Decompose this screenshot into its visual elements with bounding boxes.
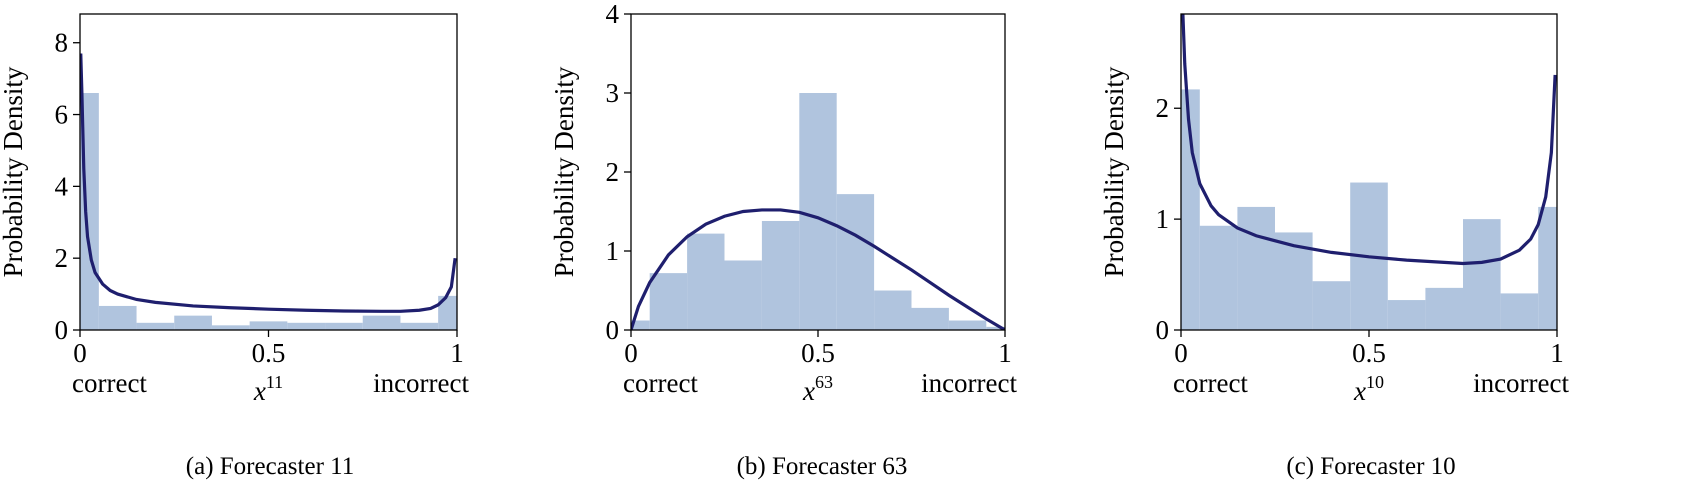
histogram (631, 93, 1005, 330)
x-variable-sup: 63 (815, 372, 833, 392)
y-tick-label: 4 (606, 0, 620, 29)
chart-panel-3: 0 1 2 0 0.5 1 correct incorrect x10 Probability D… (1099, 13, 1569, 480)
y-tick-label: 1 (1156, 204, 1170, 234)
y-tick-label: 0 (55, 315, 69, 345)
x-tick-label: 0 (624, 338, 638, 368)
x-tick-label: 0.5 (801, 338, 835, 368)
x-tick-label: 1 (450, 338, 464, 368)
y-tick-label: 6 (55, 100, 69, 130)
hist-bar (986, 326, 1005, 330)
x-variable-name: x (1353, 376, 1366, 406)
hist-bar (1237, 206, 1275, 330)
hist-bar (1500, 293, 1539, 330)
y-tick-label: 0 (1156, 315, 1170, 345)
y-tick-label: 1 (606, 236, 620, 266)
x-tick-label: 0 (1174, 338, 1188, 368)
x-tick-label: 1 (1550, 338, 1564, 368)
hist-bar (631, 320, 650, 330)
hist-bar (438, 295, 457, 330)
x-label-left: correct (623, 368, 698, 398)
axes-frame (79, 13, 458, 331)
x-label-left: correct (1173, 368, 1248, 398)
x-variable: x63 (802, 372, 833, 406)
hist-bar (649, 273, 688, 330)
x-variable-name: x (802, 376, 815, 406)
y-tick-label: 8 (55, 28, 69, 58)
density-curve (80, 53, 457, 313)
hist-bar (211, 325, 250, 330)
hist-bar (174, 315, 212, 330)
hist-bar (1425, 287, 1463, 330)
hist-bar (799, 93, 837, 330)
hist-bar (1387, 300, 1426, 330)
density-curve (631, 208, 1005, 330)
x-label-right: incorrect (373, 368, 469, 398)
hist-bar (400, 322, 439, 330)
histogram (1181, 89, 1557, 330)
y-axis-label: Probability Density (549, 66, 579, 277)
hist-bar (1199, 225, 1238, 330)
y-tick-label: 2 (1156, 93, 1170, 123)
hist-bar (1538, 206, 1557, 330)
panel-caption: (a) Forecaster 11 (186, 453, 354, 480)
panel-caption: (b) Forecaster 63 (737, 453, 908, 480)
x-variable-name: x (253, 376, 266, 406)
hist-bar (249, 321, 288, 330)
y-axis-label: Probability Density (1099, 66, 1129, 277)
x-label-right: incorrect (921, 368, 1017, 398)
x-variable-sup: 10 (1366, 372, 1384, 392)
density-curve (1181, 14, 1557, 266)
x-label-right: incorrect (1473, 368, 1569, 398)
hist-bar (1312, 281, 1351, 330)
chart-panel-1: 0 2 4 6 8 0 0.5 1 correct incorrect x11 Probability… (0, 13, 469, 480)
hist-bar (911, 307, 949, 330)
hist-bar (98, 305, 137, 330)
x-tick-label: 0 (73, 338, 87, 368)
x-label-left: correct (72, 368, 147, 398)
x-tick-label: 0.5 (252, 338, 286, 368)
hist-bar (724, 260, 762, 330)
x-tick-label: 1 (998, 338, 1012, 368)
x-variable: x10 (1353, 372, 1384, 406)
hist-bar (1463, 219, 1501, 330)
hist-bar (362, 315, 401, 330)
hist-bar (1181, 89, 1200, 330)
x-variable: x11 (253, 372, 283, 406)
y-tick-label: 3 (606, 78, 620, 108)
hist-bar (325, 322, 363, 330)
histogram (80, 93, 457, 330)
y-tick-label: 2 (55, 243, 69, 273)
x-tick-label: 0.5 (1352, 338, 1386, 368)
x-variable-sup: 11 (266, 372, 283, 392)
hist-bar (761, 220, 800, 330)
y-axis-label: Probability Density (0, 66, 28, 277)
y-tick-label: 2 (606, 157, 620, 187)
panel-caption: (c) Forecaster 10 (1286, 453, 1455, 480)
hist-bar (948, 320, 987, 330)
hist-bar (874, 290, 912, 330)
hist-bar (687, 233, 725, 330)
hist-bar (836, 194, 875, 330)
chart-panel-2: 0 1 2 3 4 0 0.5 1 correct incorrect x63 Probability… (549, 0, 1017, 480)
y-tick-label: 0 (606, 315, 620, 345)
y-tick-label: 4 (55, 171, 69, 201)
hist-bar (287, 322, 326, 330)
hist-bar (136, 322, 175, 330)
